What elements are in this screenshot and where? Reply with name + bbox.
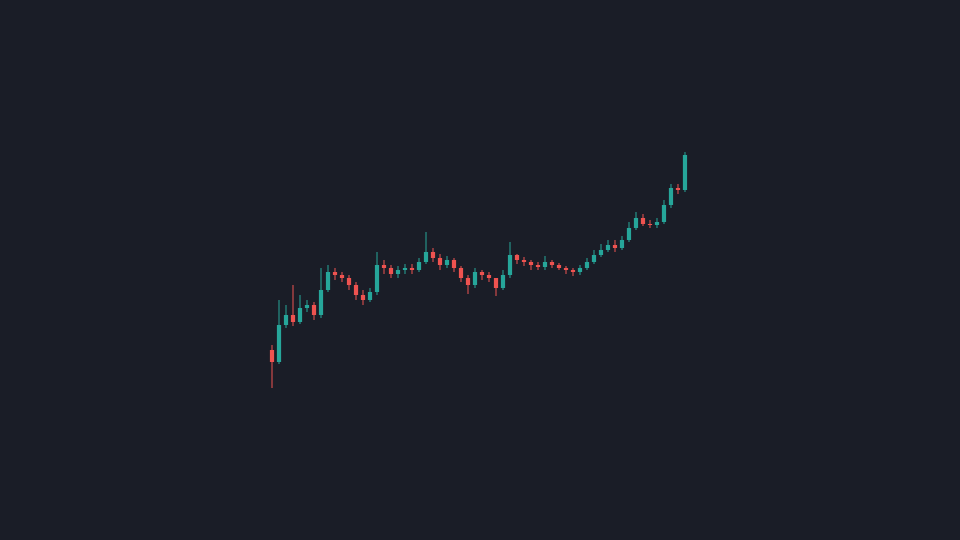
candle-body xyxy=(500,275,506,288)
candle-body xyxy=(549,262,555,265)
candle-body xyxy=(654,222,660,225)
candle-body xyxy=(668,188,674,205)
candle-body xyxy=(395,270,401,274)
candle-body xyxy=(423,252,429,262)
candle-body xyxy=(619,240,625,248)
candle-body xyxy=(332,272,338,275)
candle-body xyxy=(542,262,548,267)
candle-body xyxy=(626,228,632,240)
candle-body xyxy=(353,285,359,295)
candle-body xyxy=(437,258,443,265)
candle-body xyxy=(528,262,534,265)
candle-body xyxy=(591,255,597,262)
candle-body xyxy=(346,278,352,285)
candle-body xyxy=(465,278,471,285)
candle-body xyxy=(633,218,639,228)
candle-body xyxy=(444,260,450,265)
candle-body xyxy=(304,305,310,308)
candle-body xyxy=(570,270,576,272)
candle-body xyxy=(276,325,282,362)
candle-body xyxy=(577,268,583,272)
candle-body xyxy=(514,255,520,260)
candle-body xyxy=(451,260,457,268)
candle-body xyxy=(640,218,646,224)
candle-body xyxy=(612,245,618,248)
candle-body xyxy=(486,275,492,278)
candle-body xyxy=(521,260,527,262)
candle-body xyxy=(472,272,478,285)
candle-body xyxy=(458,268,464,278)
candle-body xyxy=(360,295,366,300)
candle-body xyxy=(598,250,604,255)
candle-body xyxy=(388,268,394,274)
candle-body xyxy=(416,262,422,270)
candle-body xyxy=(297,308,303,322)
candle-body xyxy=(409,268,415,270)
candle-body xyxy=(339,275,345,278)
candle-body xyxy=(402,268,408,270)
candle-body xyxy=(479,272,485,275)
candle-body xyxy=(507,255,513,275)
candle-body xyxy=(283,315,289,325)
candle-body xyxy=(563,268,569,270)
candle-body xyxy=(311,305,317,315)
candle-body xyxy=(605,245,611,250)
candle-body xyxy=(381,265,387,268)
candle-body xyxy=(325,272,331,290)
candle-body xyxy=(682,155,688,190)
candle-body xyxy=(290,315,296,322)
candle-body xyxy=(584,262,590,268)
candle-body xyxy=(318,290,324,315)
candle-body xyxy=(493,278,499,288)
candle-body xyxy=(647,224,653,225)
candle-body xyxy=(269,350,275,362)
candle-body xyxy=(430,252,436,258)
candle-body xyxy=(661,205,667,222)
candle-body xyxy=(535,265,541,267)
candle-body xyxy=(367,292,373,300)
candle-body xyxy=(374,265,380,292)
candle-body xyxy=(675,188,681,190)
candle-body xyxy=(556,265,562,268)
